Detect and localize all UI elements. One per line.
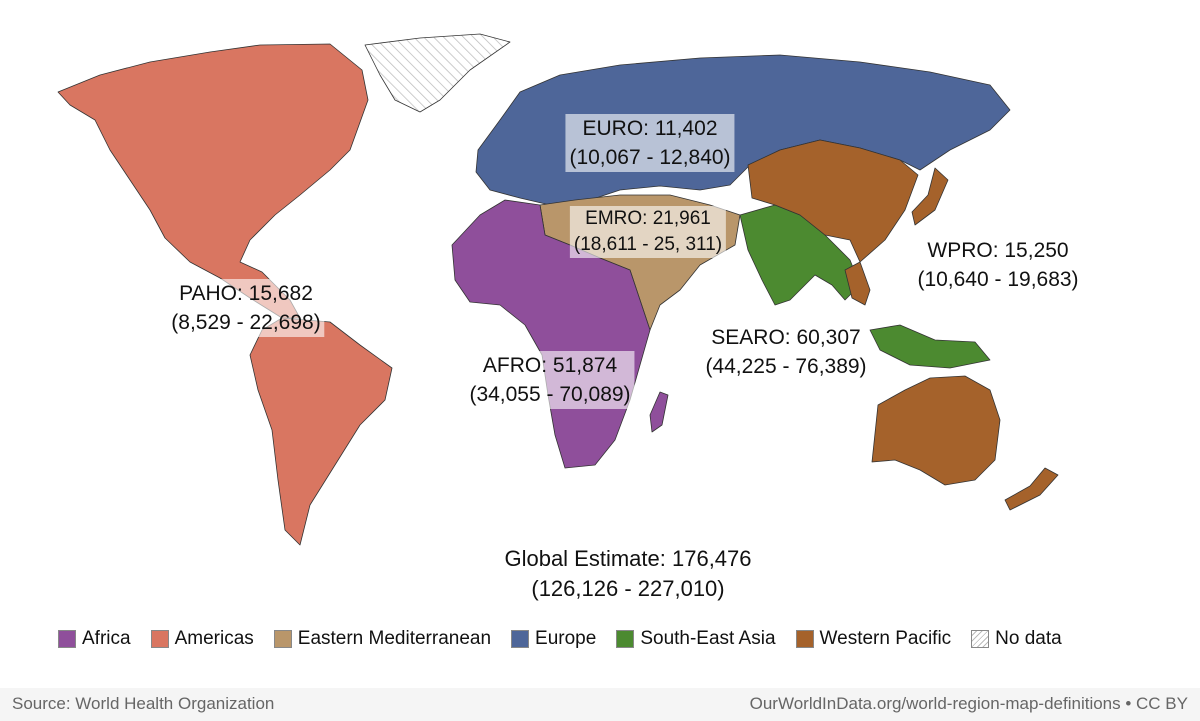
australia [871, 375, 1001, 486]
north-america [57, 43, 369, 319]
legend-item: Africa [58, 628, 131, 650]
south-america [249, 317, 393, 546]
label-title: SEARO: 60,307 [711, 326, 861, 349]
label-range: (18,611 - 25, 311) [573, 234, 723, 255]
legend-label: Eastern Mediterranean [297, 628, 492, 649]
label-title: PAHO: 15,682 [179, 282, 313, 305]
legend-item: Europe [511, 628, 596, 650]
legend-label: Americas [174, 628, 254, 649]
label-range: (34,055 - 70,089) [469, 383, 631, 406]
region-label: PAHO: 15,682 (8,529 - 22,698) [167, 279, 325, 337]
label-range: (8,529 - 22,698) [171, 311, 321, 334]
region-label: SEARO: 60,307 (44,225 - 76,389) [701, 323, 870, 381]
legend-swatch [616, 630, 635, 648]
legend-label: Western Pacific [819, 628, 952, 649]
label-range: (10,067 - 12,840) [569, 146, 731, 169]
legend-item: Americas [150, 628, 254, 650]
legend-label: South-East Asia [640, 628, 776, 649]
legend: Africa Americas Eastern Mediterranean Europ… [58, 628, 1082, 650]
label-title: EMRO: 21,961 [585, 208, 711, 229]
global-range: (126,126 - 227,010) [531, 576, 725, 601]
legend-label: Africa [82, 628, 131, 649]
source: Source: World Health Organization [12, 694, 275, 713]
east-asia [747, 139, 919, 263]
label-title: AFRO: 51,874 [482, 354, 618, 377]
label-range: (10,640 - 19,683) [917, 268, 1079, 291]
legend-label: Europe [535, 628, 597, 649]
label-range: (44,225 - 76,389) [705, 355, 867, 378]
label-title: EURO: 11,402 [582, 117, 718, 140]
legend-item: No data [971, 628, 1062, 650]
madagascar [649, 391, 669, 433]
new-zealand [1004, 467, 1059, 511]
global-estimate: Global Estimate: 176,476 (126,126 - 227,… [504, 544, 751, 604]
indonesia [869, 324, 991, 369]
legend-swatch [58, 630, 76, 648]
japan [911, 167, 949, 226]
southeast-asia-mainland [844, 261, 871, 306]
legend-swatch [150, 630, 169, 648]
footer: Source: World Health Organization OurWor… [0, 688, 1200, 721]
legend-item: Eastern Mediterranean [273, 628, 492, 650]
global-title: Global Estimate: 176,476 [504, 546, 752, 571]
region-label: EURO: 11,402 (10,067 - 12,840) [565, 114, 735, 172]
legend-swatch [511, 630, 530, 648]
legend-swatch [795, 630, 814, 648]
greenland [364, 33, 511, 113]
legend-swatch [971, 630, 990, 648]
legend-item: Western Pacific [795, 628, 952, 650]
region-label: WPRO: 15,250 (10,640 - 19,683) [913, 236, 1082, 294]
region-label: EMRO: 21,961 (18,611 - 25, 311) [569, 206, 727, 258]
legend-item: South-East Asia [616, 628, 776, 650]
credit: OurWorldInData.org/world-region-map-defi… [749, 694, 1188, 713]
europe [475, 54, 1011, 206]
legend-label: No data [995, 628, 1062, 649]
region-label: AFRO: 51,874 (34,055 - 70,089) [465, 351, 635, 409]
label-title: WPRO: 15,250 [927, 239, 1069, 262]
legend-swatch [273, 630, 292, 648]
